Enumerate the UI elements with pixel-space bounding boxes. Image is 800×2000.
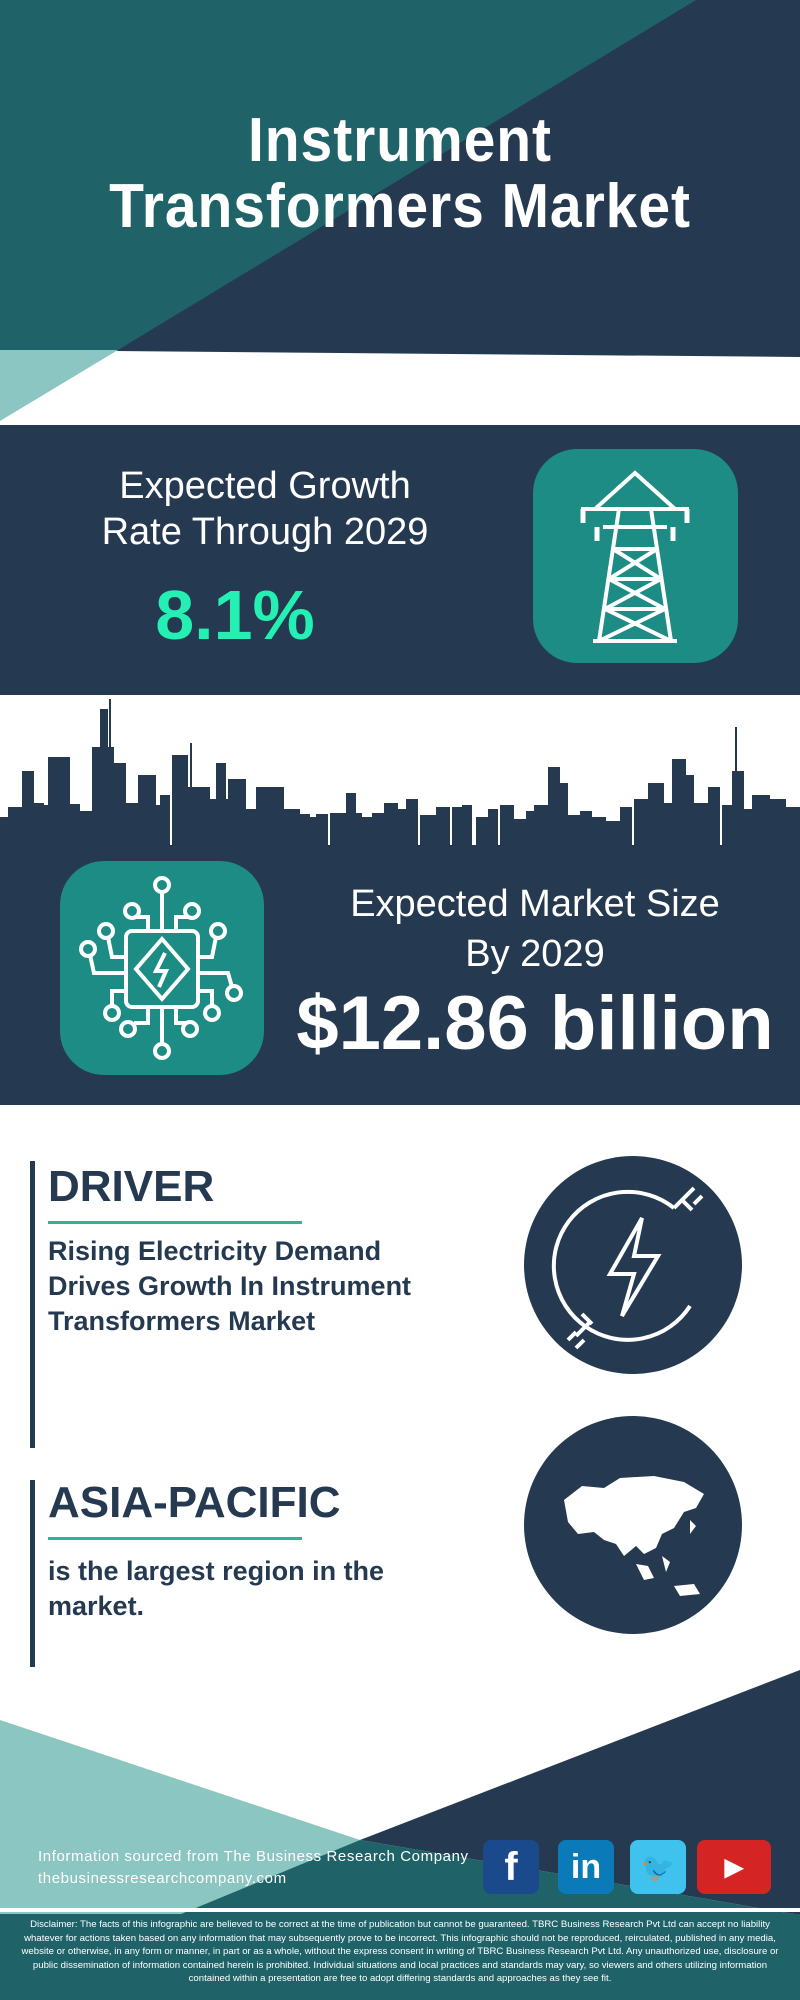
skyline-building — [160, 795, 170, 849]
skyline-building — [566, 815, 584, 849]
skyline-building — [228, 779, 246, 849]
skyline-building — [100, 709, 108, 849]
page-title: Instrument Transformers Market — [109, 106, 691, 241]
skyline-building — [634, 799, 652, 849]
linkedin-icon[interactable]: in — [558, 1840, 614, 1894]
skyline-building — [770, 799, 786, 849]
skyline-building — [500, 805, 514, 849]
region-accent-bar — [30, 1480, 35, 1667]
transmission-tower-icon — [533, 449, 738, 663]
skyline-building — [384, 803, 398, 849]
market-size-value: $12.86 billion — [296, 981, 774, 1066]
skyline-building — [150, 805, 162, 849]
skyline-building — [556, 783, 568, 849]
skyline-building — [78, 811, 96, 849]
skyline-building — [420, 815, 436, 849]
asia-map-icon — [524, 1416, 742, 1634]
skyline-building — [396, 809, 408, 849]
circuit-chip-lightning-icon — [60, 861, 264, 1075]
skyline-building — [592, 817, 606, 849]
skyline-building — [282, 809, 300, 849]
skyline-spire — [735, 727, 737, 797]
electric-plug-lightning-icon — [524, 1156, 742, 1374]
website-link[interactable]: thebusinessresearchcompany.com — [38, 1870, 287, 1887]
skyline-building — [752, 795, 770, 849]
skyline-building — [462, 805, 472, 849]
growth-label-line2: Rate Through 2029 — [101, 511, 429, 553]
skyline-building — [0, 817, 10, 849]
market-size-label-line2: By 2029 — [465, 933, 605, 975]
skyline-building — [306, 817, 318, 849]
skyline-building — [580, 811, 592, 849]
skyline-building — [648, 783, 664, 849]
skyline-building — [606, 821, 622, 849]
skyline-building — [512, 819, 526, 849]
skyline-spire — [682, 769, 684, 839]
skyline-spire — [190, 743, 192, 813]
driver-heading: DRIVER — [48, 1162, 215, 1211]
skyline-building — [48, 757, 70, 849]
region-description: is the largest region in the market. — [48, 1556, 385, 1621]
skyline-building — [244, 809, 258, 849]
skyline-building — [708, 787, 720, 849]
skyline-building — [216, 763, 226, 849]
city-skyline-illustration — [0, 699, 800, 849]
source-text: Information sourced from The Business Re… — [38, 1848, 469, 1865]
skyline-building — [620, 807, 632, 849]
disclaimer-text: Disclaimer: The facts of this infographi… — [0, 1914, 800, 2000]
skyline-building — [406, 799, 418, 849]
skyline-building — [112, 763, 126, 849]
skyline-building — [346, 793, 356, 849]
skyline-building — [8, 807, 24, 849]
region-heading: ASIA-PACIFIC — [48, 1478, 341, 1527]
header-background — [0, 0, 800, 430]
skyline-building — [722, 805, 734, 849]
facebook-icon[interactable]: f — [483, 1840, 539, 1894]
skyline-building — [270, 787, 280, 849]
skyline-building — [664, 803, 674, 849]
market-size-label-line1: Expected Market Size — [350, 883, 720, 925]
driver-accent-bar — [30, 1161, 35, 1448]
youtube-icon[interactable]: ▶ — [697, 1840, 771, 1894]
skyline-building — [68, 804, 80, 849]
skyline-spire — [109, 699, 111, 769]
growth-section: Expected Growth Rate Through 2029 8.1% — [0, 425, 800, 695]
skyline-building — [436, 807, 450, 849]
skyline-spire — [556, 769, 558, 839]
region-underline — [48, 1537, 302, 1540]
skyline-building — [316, 814, 328, 849]
growth-label-line1: Expected Growth — [119, 465, 411, 507]
driver-description: Rising Electricity Demand Drives Growth … — [48, 1236, 412, 1336]
twitter-icon[interactable]: 🐦 — [630, 1840, 686, 1894]
skyline-building — [694, 803, 708, 849]
driver-underline — [48, 1221, 302, 1224]
skyline-building — [184, 787, 210, 849]
skyline-building — [784, 807, 800, 849]
skyline-building — [682, 775, 694, 849]
growth-rate-value: 8.1% — [155, 576, 315, 654]
skyline-building — [30, 803, 44, 849]
skyline-building — [488, 809, 498, 849]
market-size-section: Expected Market Size By 2029 $12.86 bill… — [0, 845, 800, 1105]
